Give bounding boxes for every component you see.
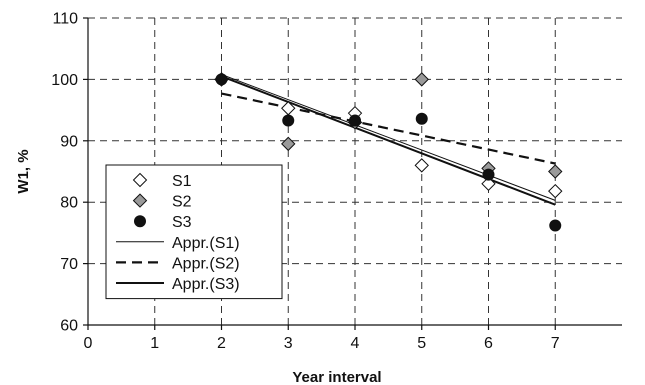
y-tick-label: 100 <box>51 72 78 89</box>
x-tick-label: 4 <box>351 335 360 352</box>
legend-label-appr-s1: Appr.(S1) <box>172 235 240 252</box>
x-tick-label: 5 <box>417 335 426 352</box>
legend-marker-s3 <box>134 215 146 228</box>
x-tick-label: 3 <box>284 335 293 352</box>
y-tick-label: 70 <box>60 256 78 273</box>
y-tick-label: 80 <box>60 195 78 212</box>
y-tick-label: 60 <box>60 318 78 335</box>
trend-line-appr-s1 <box>221 74 556 201</box>
data-point-s3 <box>549 219 562 232</box>
data-point-s2 <box>548 164 563 179</box>
legend-label-s1: S1 <box>172 173 192 190</box>
x-tick-label: 0 <box>84 335 93 352</box>
data-point-s3 <box>482 168 495 181</box>
legend-label-s2: S2 <box>172 194 192 211</box>
legend-marker-s2 <box>132 193 148 208</box>
x-tick-label: 6 <box>484 335 493 352</box>
axes <box>83 17 622 330</box>
trend-line-appr-s3 <box>221 75 556 206</box>
data-point-s1 <box>414 158 429 173</box>
legend-label-appr-s2: Appr.(S2) <box>172 255 240 272</box>
x-tick-label: 2 <box>217 335 226 352</box>
data-point-s3 <box>215 73 228 86</box>
data-point-s2 <box>414 72 429 87</box>
data-point-s1 <box>548 183 563 199</box>
tick-labels: 60 70 80 90 100 110 0 1 2 3 4 5 6 7 <box>51 11 560 353</box>
legend-label-appr-s3: Appr.(S3) <box>172 276 240 293</box>
legend-items: S1 S2 S3 Appr.(S1) Appr.(S2) Appr.(S3) <box>116 172 240 293</box>
data-point-s3 <box>282 114 295 127</box>
legend-marker-s1 <box>132 172 148 188</box>
x-tick-label: 7 <box>551 335 560 352</box>
x-axis-title: Year interval <box>292 369 381 385</box>
legend-label-s3: S3 <box>172 214 192 231</box>
trend-lines <box>221 74 556 206</box>
data-point-s3 <box>415 112 428 125</box>
legend: S1 S2 S3 Appr.(S1) Appr.(S2) Appr.(S3) <box>105 164 283 300</box>
data-point-s3 <box>349 114 361 127</box>
data-point-s1 <box>481 176 496 191</box>
y-axis-title: W1, % <box>15 149 32 193</box>
legend-box <box>105 164 283 300</box>
data-point-s2 <box>281 136 296 152</box>
trend-line-appr-s2 <box>221 92 556 165</box>
x-tick-label: 1 <box>150 335 159 352</box>
y-tick-label: 90 <box>60 133 78 150</box>
data-points <box>214 72 563 232</box>
y-tick-label: 110 <box>52 11 78 28</box>
